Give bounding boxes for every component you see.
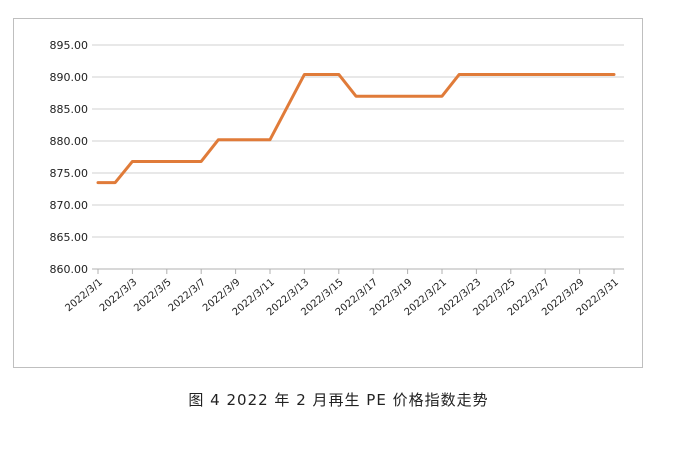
y-tick-label: 885.00 [50, 103, 89, 116]
figure-caption: 图 4 2022 年 2 月再生 PE 价格指数走势 [188, 391, 489, 409]
x-tick-label: 2022/3/1 [63, 277, 104, 314]
y-tick-label: 860.00 [50, 263, 89, 276]
series-line [96, 72, 616, 185]
y-tick-label: 890.00 [50, 71, 89, 84]
y-tick-label: 865.00 [50, 231, 89, 244]
y-tick-label: 870.00 [50, 199, 89, 212]
line-chart: 895.00 890.00 885.00 880.00 875.00 870.00 865.… [50, 39, 624, 318]
y-tick-label: 875.00 [50, 167, 89, 180]
x-tick-label: 2022/3/7 [167, 277, 208, 314]
x-tick-label: 2022/3/5 [132, 277, 173, 314]
y-tick-label: 880.00 [50, 135, 89, 148]
x-tick-label: 2022/3/3 [98, 277, 139, 314]
chart-frame: 895.00 890.00 885.00 880.00 875.00 870.00 865.… [13, 18, 643, 368]
y-tick-label: 895.00 [50, 39, 89, 52]
